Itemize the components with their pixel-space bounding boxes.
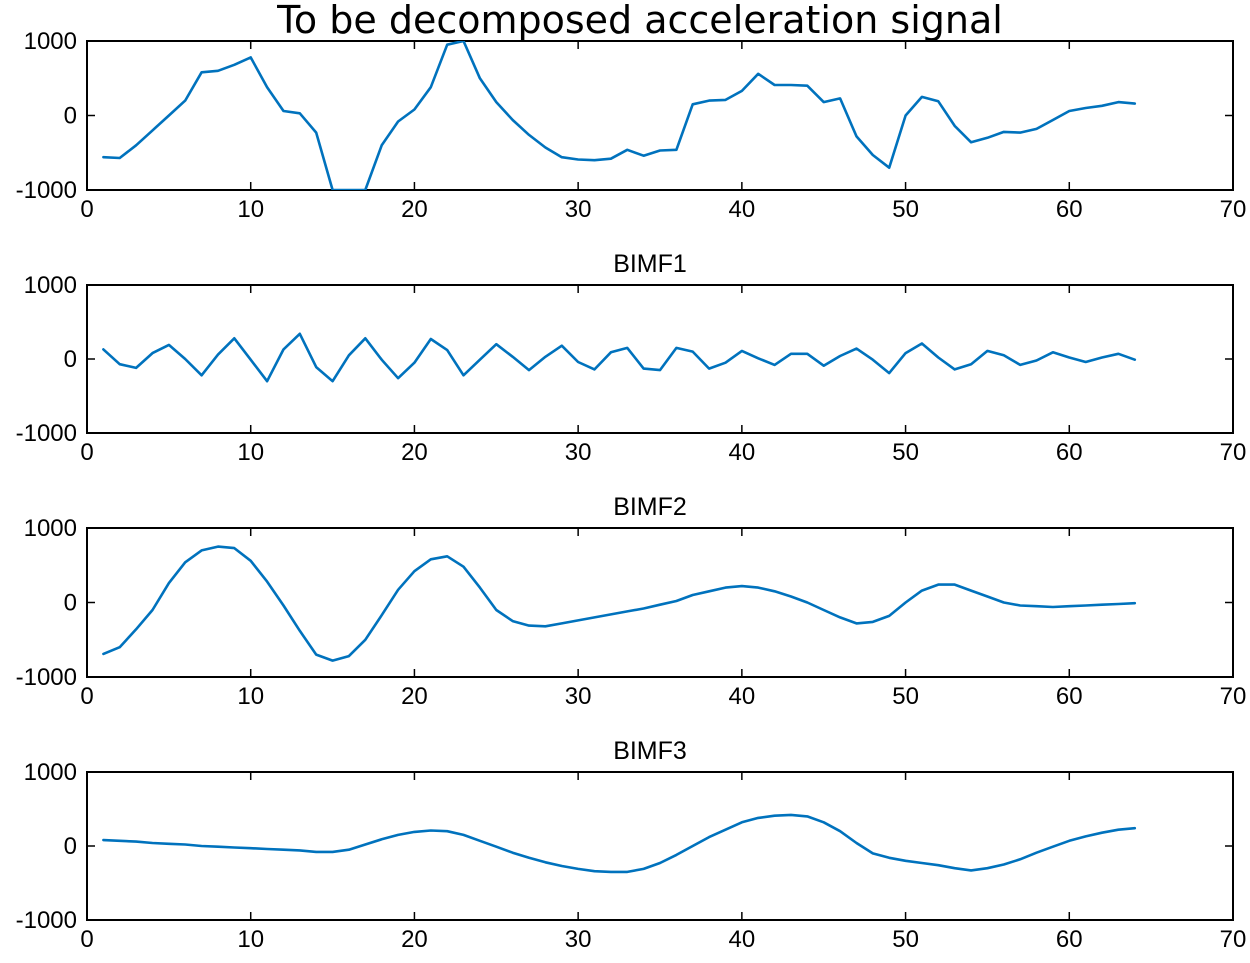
x-tick-label: 20 [401,196,428,223]
x-tick-label: 70 [1220,439,1247,466]
y-tick-label: 1000 [24,515,77,542]
y-tick-label: 0 [64,346,77,373]
x-tick-label: 20 [401,439,428,466]
y-tick-label: -1000 [16,420,77,447]
x-tick-label: 60 [1056,196,1083,223]
x-tick-label: 20 [401,926,428,953]
subplot-title: To be decomposed acceleration signal [276,0,1003,42]
x-tick-label: 60 [1056,439,1083,466]
x-tick-label: 10 [237,683,264,710]
x-tick-label: 20 [401,683,428,710]
x-tick-label: 50 [892,196,919,223]
x-tick-label: 10 [237,926,264,953]
y-tick-label: -1000 [16,907,77,934]
x-tick-label: 40 [729,439,756,466]
x-tick-label: 60 [1056,926,1083,953]
x-tick-label: 0 [80,196,93,223]
x-tick-label: 0 [80,439,93,466]
y-tick-label: 1000 [24,28,77,55]
x-tick-label: 10 [237,196,264,223]
x-tick-label: 40 [729,926,756,953]
series-line [102,41,1137,190]
subplot-1: To be decomposed acceleration signal 0 10 2… [16,0,1247,223]
y-tick-label: 1000 [24,272,77,299]
x-tick-label: 70 [1220,196,1247,223]
x-tick-label: 40 [729,196,756,223]
y-tick-label: 0 [64,103,77,130]
axes-box [86,284,1234,434]
x-tick-label: 0 [80,683,93,710]
series-line [102,813,1137,874]
subplot-title: BIMF3 [613,737,687,765]
subplot-title: BIMF1 [613,250,687,278]
x-tick-label: 10 [237,439,264,466]
x-tick-label: 30 [565,439,592,466]
series-line [102,545,1137,662]
x-tick-label: 30 [565,926,592,953]
axes-box [86,771,1234,921]
x-tick-label: 70 [1220,683,1247,710]
y-tick-label: -1000 [16,177,77,204]
y-tick-label: 0 [64,833,77,860]
y-tick-label: 0 [64,590,77,617]
x-tick-label: 50 [892,926,919,953]
x-tick-label: 70 [1220,926,1247,953]
series-line [102,332,1137,383]
x-tick-label: 50 [892,439,919,466]
x-tick-label: 40 [729,683,756,710]
x-tick-label: 60 [1056,683,1083,710]
axes-box [86,40,1234,191]
y-tick-label: 1000 [24,759,77,786]
y-tick-label: -1000 [16,664,77,691]
x-tick-label: 30 [565,196,592,223]
x-tick-label: 0 [80,926,93,953]
subplot-title: BIMF2 [613,493,687,521]
x-tick-label: 30 [565,683,592,710]
x-tick-label: 50 [892,683,919,710]
axes-box [86,527,1234,678]
